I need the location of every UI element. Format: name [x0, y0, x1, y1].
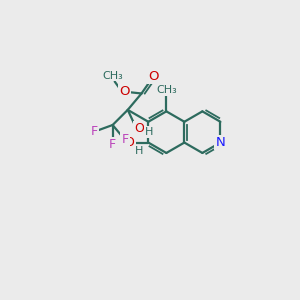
Text: H: H: [145, 127, 153, 137]
Text: CH₃: CH₃: [103, 70, 124, 81]
Text: CH₃: CH₃: [156, 85, 177, 95]
Text: F: F: [91, 125, 98, 138]
Text: O: O: [148, 70, 159, 83]
Text: O: O: [119, 85, 130, 98]
Text: H: H: [135, 146, 144, 156]
Text: O: O: [134, 122, 144, 136]
Text: O: O: [125, 136, 134, 149]
Text: N: N: [215, 136, 225, 149]
Text: F: F: [122, 133, 129, 146]
Text: F: F: [109, 138, 116, 151]
